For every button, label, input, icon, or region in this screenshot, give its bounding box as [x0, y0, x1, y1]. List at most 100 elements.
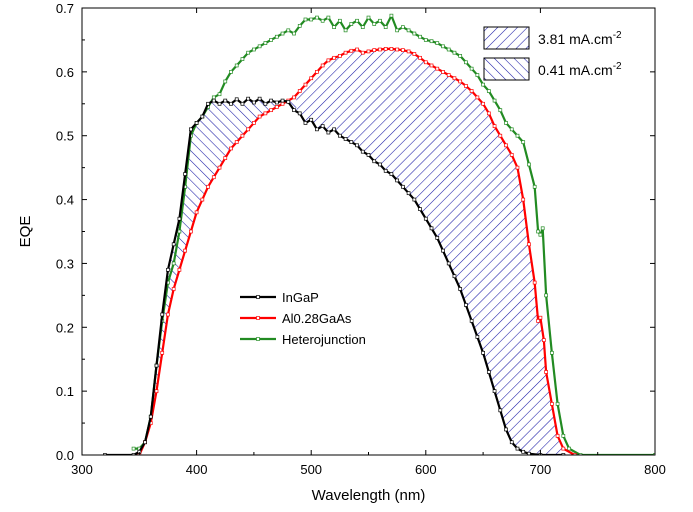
y-tick-label: 0.1	[56, 384, 74, 399]
data-point	[498, 108, 503, 113]
data-point	[492, 124, 497, 128]
data-point	[498, 133, 503, 138]
data-point	[326, 130, 331, 135]
data-point	[166, 267, 170, 272]
data-point	[171, 287, 176, 291]
data-point	[171, 242, 176, 247]
data-point	[349, 48, 354, 53]
legend-marker	[256, 337, 260, 341]
data-point	[464, 303, 468, 307]
fill-legend-label: 0.41 mA.cm-2	[538, 61, 622, 78]
data-point	[315, 127, 319, 132]
data-point	[475, 335, 480, 339]
x-axis-title: Wavelength (nm)	[312, 487, 426, 504]
data-point	[274, 34, 279, 39]
plot-area	[103, 13, 655, 455]
data-point	[309, 17, 314, 22]
data-point	[515, 165, 520, 170]
data-point	[532, 280, 537, 285]
data-point	[315, 15, 319, 20]
data-point	[246, 127, 251, 132]
data-point	[326, 15, 331, 20]
data-point	[223, 98, 228, 103]
legend-marker	[256, 316, 260, 320]
data-point	[538, 232, 543, 237]
data-point	[423, 60, 428, 65]
data-point	[206, 184, 210, 189]
y-axis: 0.0 0.1 0.2 0.3 0.4 0.5 0.6 0.7	[56, 1, 655, 463]
y-tick-label: 0.3	[56, 256, 74, 271]
y-tick-label: 0.0	[56, 448, 74, 463]
data-point	[103, 453, 107, 455]
data-point	[154, 363, 159, 368]
data-point	[452, 50, 457, 55]
data-point	[412, 197, 417, 202]
data-point	[469, 89, 474, 93]
data-point	[509, 440, 514, 445]
data-point	[418, 207, 422, 211]
data-point	[252, 47, 256, 52]
data-point	[303, 121, 308, 125]
data-point	[280, 101, 285, 106]
legend-item-al0-28gaas: Al0.28GaAs	[240, 311, 352, 326]
fill-legend: 3.81 mA.cm-2 0.41 mA.cm-2	[483, 26, 622, 81]
data-point	[189, 229, 193, 234]
data-point	[475, 73, 480, 77]
data-point	[561, 453, 566, 455]
data-point	[383, 168, 388, 173]
data-point	[378, 162, 382, 167]
data-point	[360, 50, 365, 55]
data-point	[366, 153, 371, 157]
data-point	[280, 31, 285, 36]
data-point	[154, 389, 159, 393]
data-point	[527, 242, 531, 247]
data-point	[395, 28, 399, 33]
data-point	[320, 18, 325, 23]
data-point	[257, 96, 262, 101]
data-point	[435, 236, 440, 240]
data-point	[418, 55, 422, 60]
data-point	[544, 293, 548, 298]
data-point	[234, 97, 239, 102]
series-ingap	[103, 96, 566, 455]
data-point	[240, 133, 245, 138]
data-point	[332, 25, 336, 30]
data-point	[481, 350, 485, 355]
data-point	[481, 101, 485, 106]
data-point	[372, 48, 377, 52]
data-point	[194, 210, 199, 215]
data-point	[492, 98, 497, 103]
data-point	[406, 191, 411, 196]
data-point	[540, 226, 545, 231]
x-tick-label: 600	[415, 462, 437, 477]
data-point	[349, 140, 354, 144]
data-point	[446, 47, 451, 52]
data-point	[475, 95, 480, 100]
data-point	[177, 229, 182, 234]
data-point	[263, 41, 268, 45]
data-point	[320, 124, 325, 128]
data-point	[143, 440, 147, 445]
data-point	[343, 28, 348, 33]
data-point	[360, 25, 365, 30]
data-point	[521, 197, 526, 202]
data-point	[504, 427, 508, 432]
data-point	[234, 140, 239, 144]
series-legend: InGaP Al0.28GaAs Heterojunction	[240, 290, 366, 347]
data-point	[292, 108, 296, 113]
data-point	[412, 31, 417, 36]
data-point	[544, 370, 548, 374]
data-point	[441, 248, 445, 253]
data-point	[515, 446, 520, 451]
fill-region-ingap	[150, 94, 297, 424]
data-point	[217, 92, 222, 97]
data-point	[446, 261, 451, 266]
data-point	[452, 76, 457, 81]
data-point	[446, 73, 451, 77]
data-point	[349, 22, 354, 26]
data-point	[458, 287, 463, 291]
data-point	[504, 143, 508, 148]
data-point	[481, 82, 485, 87]
data-point	[486, 370, 491, 374]
data-point	[309, 76, 314, 81]
